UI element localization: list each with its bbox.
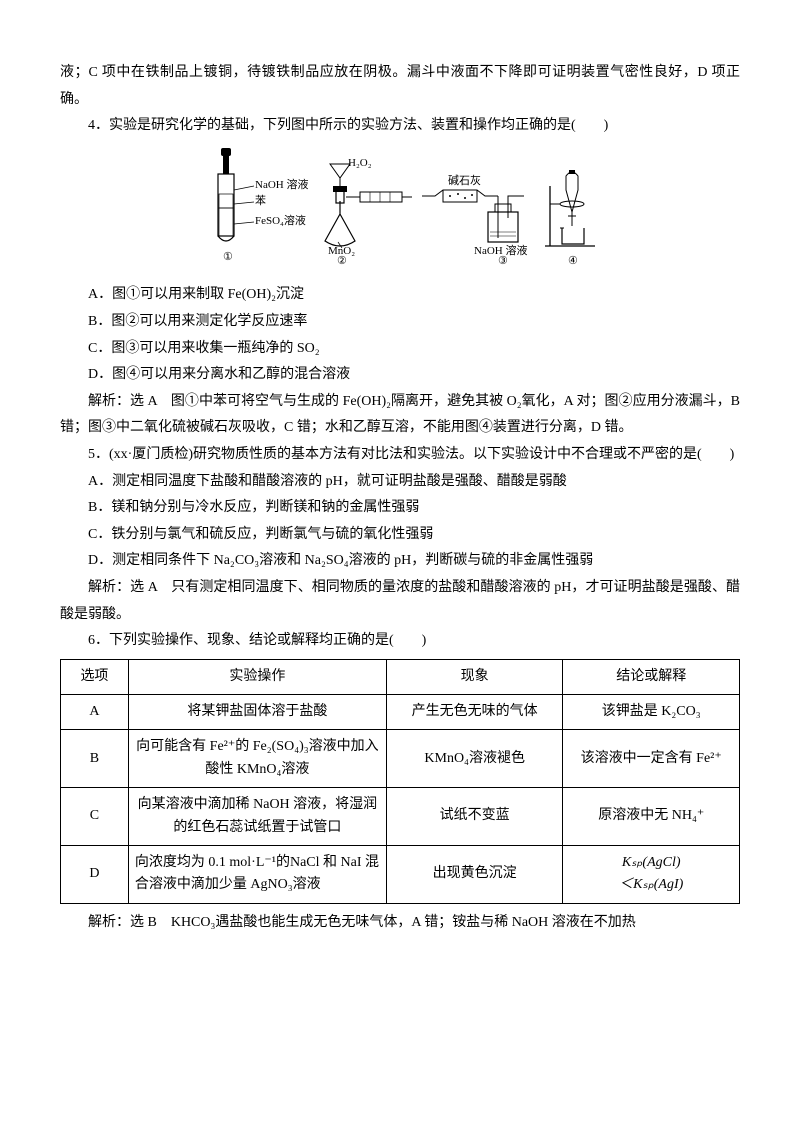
q4-opt-c: C．图③可以用来收集一瓶纯净的 SO₂	[60, 336, 740, 363]
cell: 向可能含有 Fe²⁺的 Fe₂(SO₄)₃溶液中加入酸性 KMnO₄溶液	[128, 730, 386, 788]
th-operation: 实验操作	[128, 659, 386, 694]
q6-stem: 6．下列实验操作、现象、结论或解释均正确的是( )	[60, 628, 740, 655]
q4-answer: 解析：选 A 图①中苯可将空气与生成的 Fe(OH)₂隔离开，避免其被 O₂氧化…	[60, 389, 740, 442]
label-benzene: 苯	[255, 193, 266, 207]
table-head-row: 选项 实验操作 现象 结论或解释	[61, 659, 740, 694]
cell-ksp: Kₛₚ(AgCl) ＜Kₛₚ(AgI)	[563, 846, 740, 904]
table-row: D 向浓度均为 0.1 mol·L⁻¹的NaCl 和 NaI 混合溶液中滴加少量…	[61, 846, 740, 904]
cell: 该钾盐是 K₂CO₃	[563, 695, 740, 730]
cell: KMnO₄溶液褪色	[386, 730, 563, 788]
cell: 向浓度均为 0.1 mol·L⁻¹的NaCl 和 NaI 混合溶液中滴加少量 A…	[128, 846, 386, 904]
th-conclusion: 结论或解释	[563, 659, 740, 694]
cell: 该溶液中一定含有 Fe²⁺	[563, 730, 740, 788]
table-row: C 向某溶液中滴加稀 NaOH 溶液，将湿润的红色石蕊试纸置于试管口 试纸不变蓝…	[61, 788, 740, 846]
appar-1: NaOH 溶液 苯 FeSO₄溶液 ①	[218, 148, 308, 263]
label-n4: ④	[568, 255, 578, 266]
q4-opt-a: A．图①可以用来制取 Fe(OH)₂沉淀	[60, 282, 740, 309]
intro-para: 液；C 项中在铁制品上镀铜，待镀铁制品应放在阴极。漏斗中液面不下降即可证明装置气…	[60, 60, 740, 113]
q6-table: 选项 实验操作 现象 结论或解释 A 将某钾盐固体溶于盐酸 产生无色无味的气体 …	[60, 659, 740, 904]
label-feso4: FeSO₄溶液	[255, 213, 306, 227]
q5-opt-d: D．测定相同条件下 Na₂CO₃溶液和 Na₂SO₄溶液的 pH，判断碳与硫的非…	[60, 548, 740, 575]
table-row: B 向可能含有 Fe²⁺的 Fe₂(SO₄)₃溶液中加入酸性 KMnO₄溶液 K…	[61, 730, 740, 788]
q4-opt-d: D．图④可以用来分离水和乙醇的混合溶液	[60, 362, 740, 389]
q5-stem: 5．(xx·厦门质检)研究物质性质的基本方法有对比法和实验法。以下实验设计中不合…	[60, 442, 740, 469]
label-n3: ③	[498, 255, 508, 266]
cell: 产生无色无味的气体	[386, 695, 563, 730]
cell: B	[61, 730, 129, 788]
q4-stem: 4．实验是研究化学的基础，下列图中所示的实验方法、装置和操作均正确的是( )	[60, 113, 740, 140]
q4-opt-b: B．图②可以用来测定化学反应速率	[60, 309, 740, 336]
label-n2: ②	[337, 255, 347, 266]
appar-3: 碱石灰 NaOH 溶液 ③	[422, 173, 527, 266]
th-option: 选项	[61, 659, 129, 694]
q5-opt-b: B．镁和钠分别与冷水反应，判断镁和钠的金属性强弱	[60, 495, 740, 522]
label-naoh: NaOH 溶液	[255, 177, 308, 191]
appar-2: H₂O₂ MnO₂ ②	[325, 157, 412, 266]
cell: C	[61, 788, 129, 846]
ksp-line1: Kₛₚ(AgCl)	[622, 855, 681, 870]
cell: 原溶液中无 NH₄⁺	[563, 788, 740, 846]
label-n1: ①	[223, 251, 233, 263]
label-lime: 碱石灰	[448, 173, 481, 187]
cell: 向某溶液中滴加稀 NaOH 溶液，将湿润的红色石蕊试纸置于试管口	[128, 788, 386, 846]
page: 液；C 项中在铁制品上镀铜，待镀铁制品应放在阴极。漏斗中液面不下降即可证明装置气…	[0, 0, 800, 976]
cell: A	[61, 695, 129, 730]
appar-4: ④	[545, 170, 595, 266]
q5-answer: 解析：选 A 只有测定相同温度下、相同物质的量浓度的盐酸和醋酸溶液的 pH，才可…	[60, 575, 740, 628]
ksp-line2: ＜Kₛₚ(AgI)	[619, 877, 683, 892]
q4-diagram: NaOH 溶液 苯 FeSO₄溶液 ① H₂O₂	[190, 146, 610, 266]
th-phenomenon: 现象	[386, 659, 563, 694]
q5-opt-a: A．测定相同温度下盐酸和醋酸溶液的 pH，就可证明盐酸是强酸、醋酸是弱酸	[60, 469, 740, 496]
cell: 试纸不变蓝	[386, 788, 563, 846]
label-h2o2: H₂O₂	[348, 157, 372, 169]
table-row: A 将某钾盐固体溶于盐酸 产生无色无味的气体 该钾盐是 K₂CO₃	[61, 695, 740, 730]
cell: 将某钾盐固体溶于盐酸	[128, 695, 386, 730]
cell: 出现黄色沉淀	[386, 846, 563, 904]
q5-opt-c: C．铁分别与氯气和硫反应，判断氯气与硫的氧化性强弱	[60, 522, 740, 549]
q6-answer: 解析：选 B KHCO₃遇盐酸也能生成无色无味气体，A 错；铵盐与稀 NaOH …	[60, 910, 740, 937]
q4-diagram-wrap: NaOH 溶液 苯 FeSO₄溶液 ① H₂O₂	[60, 146, 740, 277]
cell: D	[61, 846, 129, 904]
